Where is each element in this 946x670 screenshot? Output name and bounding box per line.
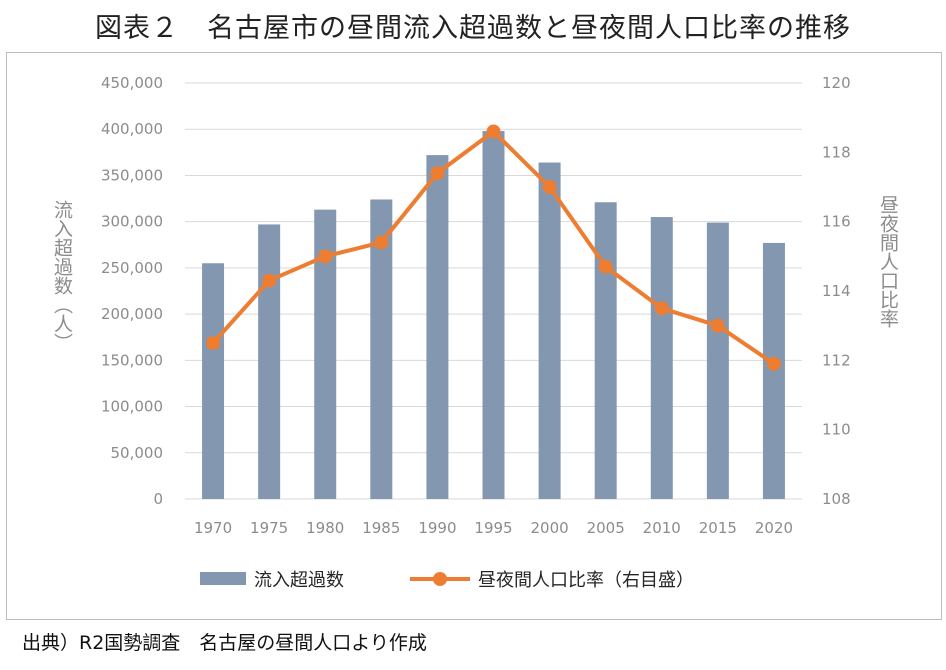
bar	[482, 131, 505, 499]
ratio-point	[598, 259, 613, 274]
bar	[314, 209, 337, 499]
ratio-point	[542, 180, 557, 194]
bar	[594, 202, 617, 499]
y2-tick-label: 120	[822, 74, 851, 92]
bar	[706, 222, 729, 499]
legend-bar-swatch	[200, 572, 246, 585]
legend-line-marker	[433, 572, 447, 586]
y-tick-label: 350,000	[101, 166, 163, 184]
y-tick-label: 250,000	[101, 259, 163, 277]
y2-tick-label: 114	[822, 282, 851, 300]
x-tick-label: 1990	[418, 519, 456, 537]
ratio-point	[710, 318, 725, 333]
ratio-point	[262, 273, 277, 288]
y-tick-label: 300,000	[101, 213, 163, 231]
y-tick-label: 450,000	[101, 74, 163, 92]
ratio-point	[318, 249, 333, 264]
bar	[762, 242, 785, 499]
x-tick-label: 2020	[755, 519, 793, 537]
ratio-point	[374, 235, 389, 250]
source-note: 出典）R2国勢調査 名古屋の昼間人口より作成	[22, 632, 427, 654]
bar	[426, 155, 449, 499]
ratio-point	[766, 356, 781, 371]
bar	[258, 224, 281, 499]
y2-tick-label: 112	[822, 351, 851, 369]
y2-tick-label: 108	[822, 490, 851, 508]
y2-tick-label: 118	[822, 143, 851, 161]
legend-line-label: 昼夜間人口比率（右目盛）	[478, 570, 694, 591]
x-tick-label: 1985	[362, 519, 400, 537]
y-tick-label: 0	[153, 490, 163, 508]
x-tick-label: 2000	[530, 519, 568, 537]
legend-bar-label: 流入超過数	[254, 570, 344, 591]
bar	[538, 162, 561, 499]
chart-frame	[6, 52, 942, 620]
chart-title: 図表２ 名古屋市の昼間流入超過数と昼夜間人口比率の推移	[95, 13, 851, 44]
ratio-point	[486, 124, 501, 139]
x-tick-label: 1970	[194, 519, 232, 537]
y-tick-label: 200,000	[101, 305, 163, 323]
bar	[370, 199, 393, 500]
x-tick-label: 2005	[587, 519, 625, 537]
ratio-point	[206, 336, 221, 350]
ratio-point	[654, 301, 669, 316]
x-tick-label: 1980	[306, 519, 344, 537]
y-tick-label: 150,000	[101, 351, 163, 369]
bar	[202, 263, 225, 499]
x-tick-label: 2010	[643, 519, 681, 537]
y2-tick-label: 116	[822, 213, 851, 231]
ratio-point	[430, 166, 445, 181]
y-tick-label: 100,000	[101, 398, 163, 416]
x-tick-label: 1995	[474, 519, 512, 537]
y-axis-title: 流入超過数（人）	[51, 200, 73, 352]
y2-axis-title: 昼夜間人口比率	[877, 195, 899, 328]
x-tick-label: 1975	[250, 519, 288, 537]
x-tick-label: 2015	[699, 519, 737, 537]
bar	[650, 217, 673, 500]
y-tick-label: 400,000	[101, 120, 163, 138]
y-tick-label: 50,000	[111, 444, 164, 462]
y2-tick-label: 110	[822, 421, 851, 439]
